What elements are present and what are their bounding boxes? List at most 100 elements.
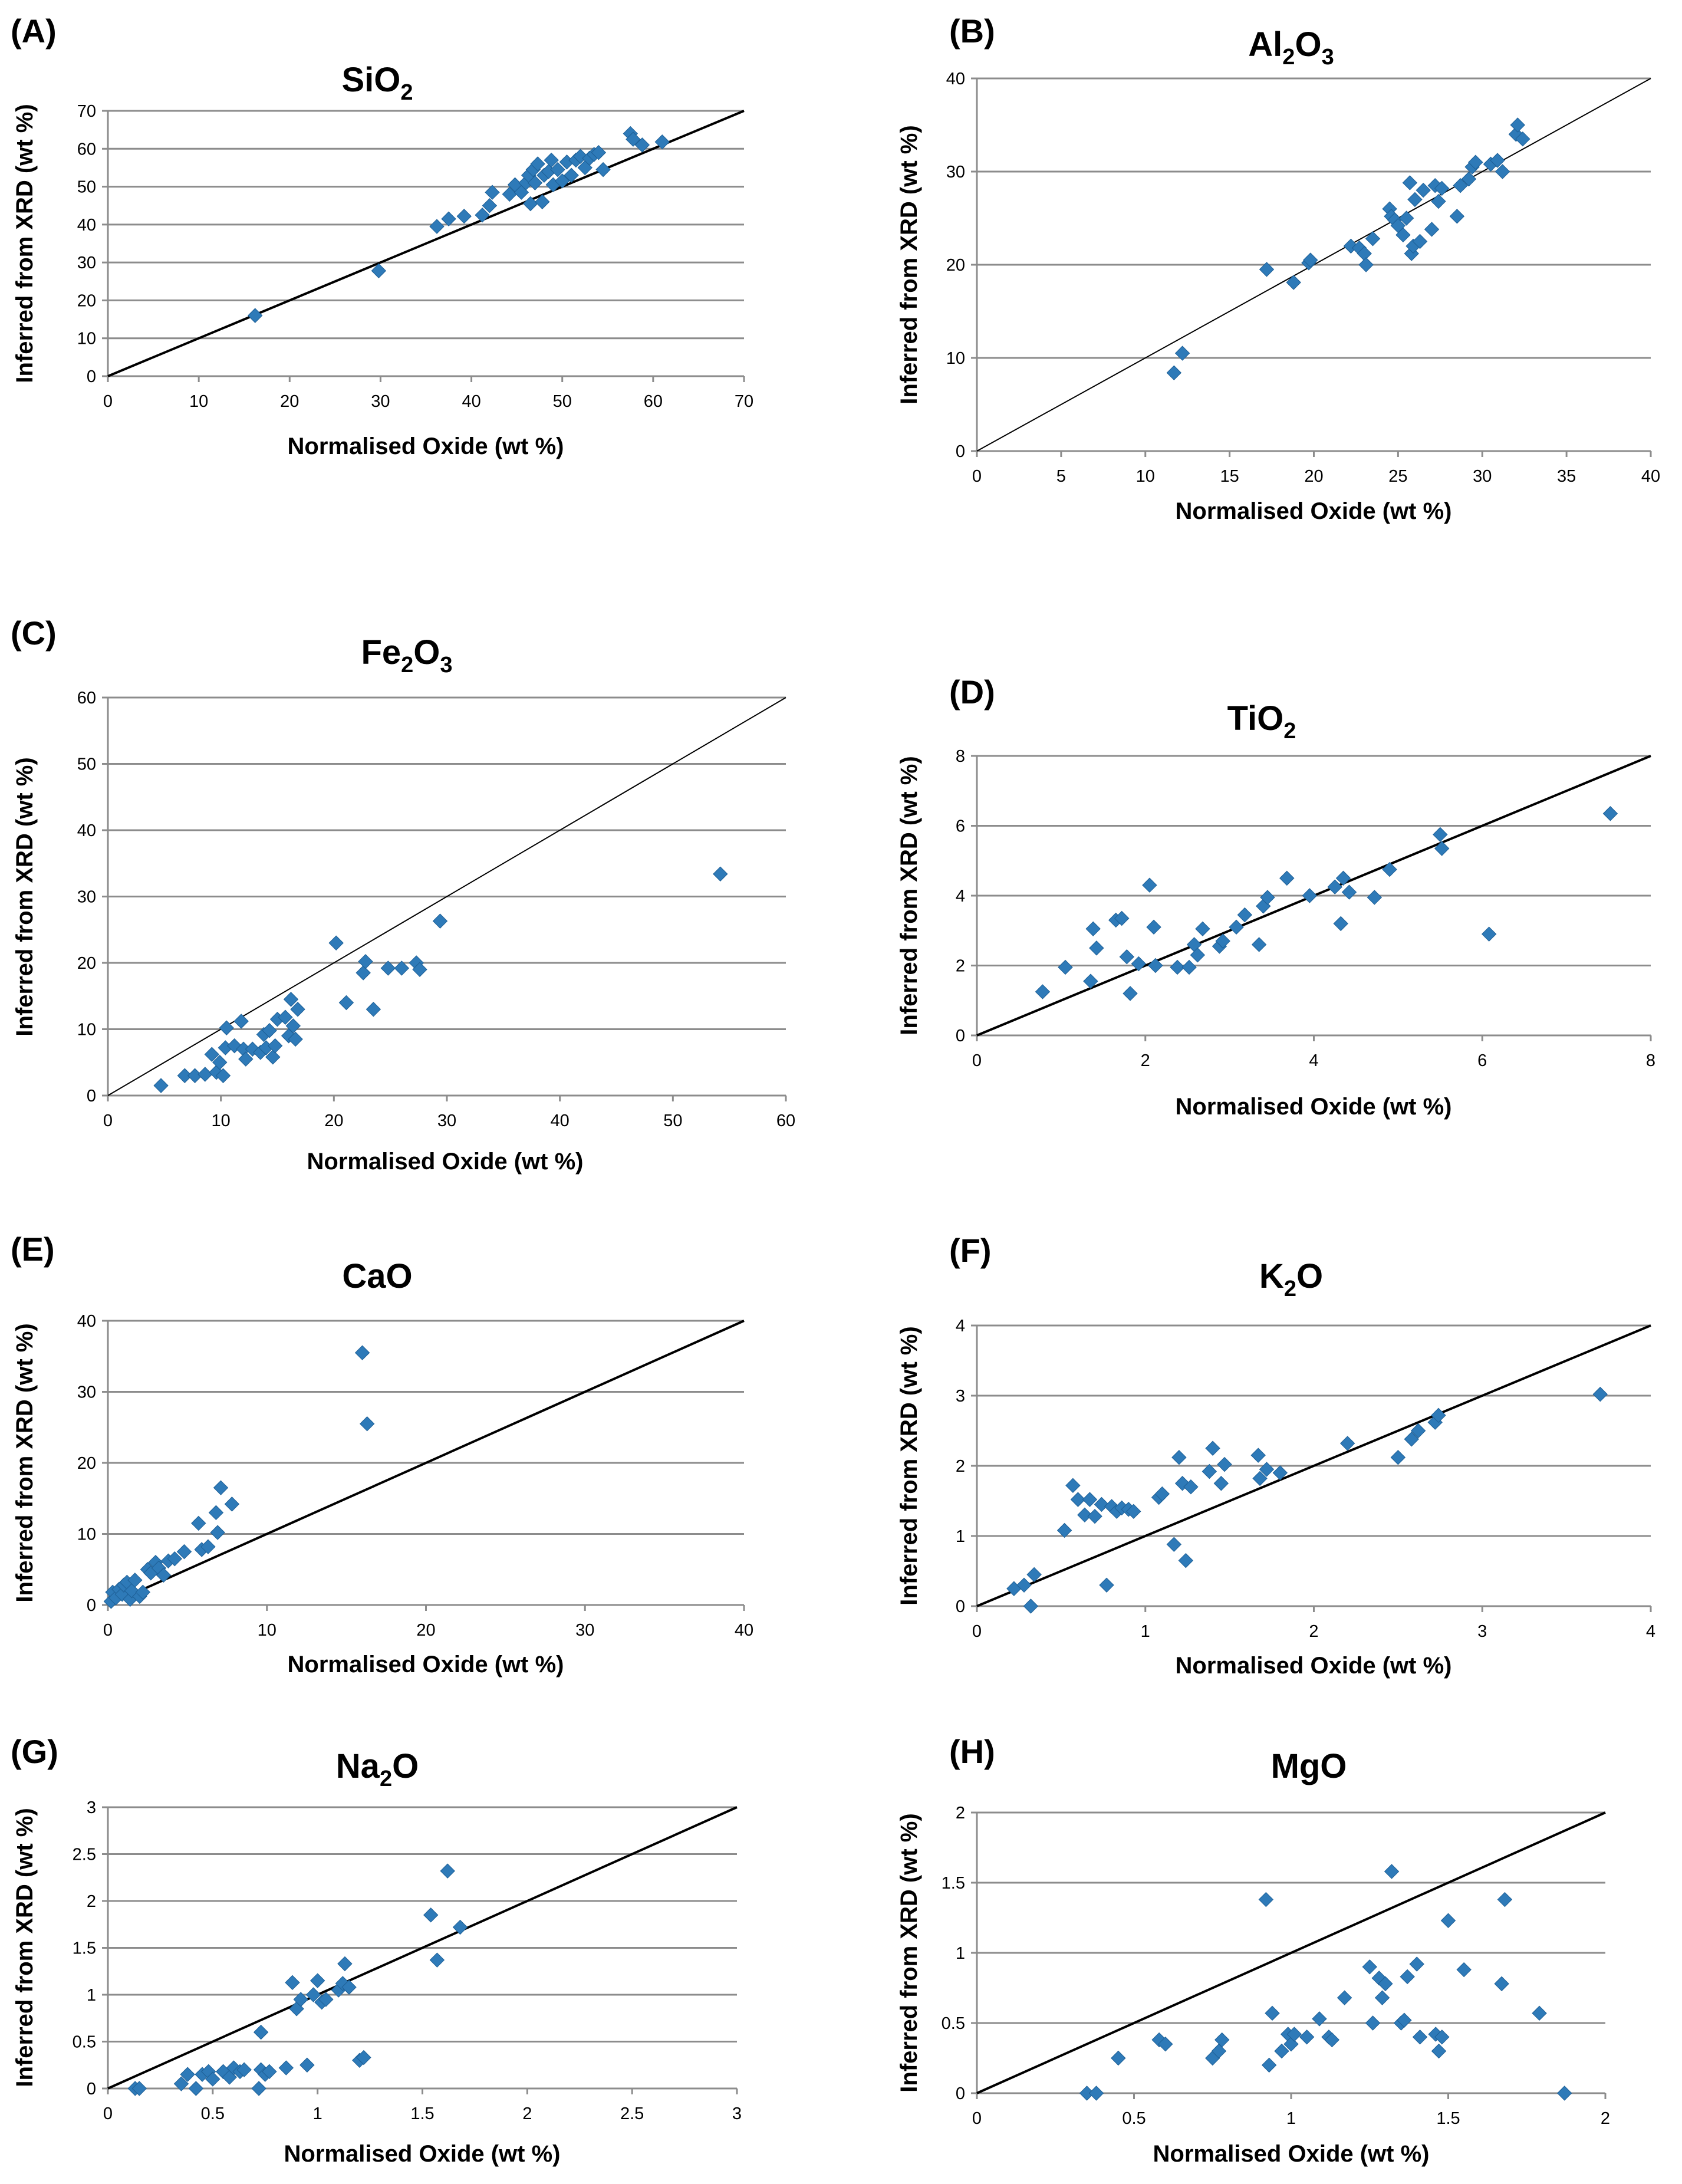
data-point — [173, 2076, 189, 2091]
chart-title-main: SiO — [341, 61, 400, 99]
data-point — [1404, 1432, 1419, 1447]
x-tick-label: 1.5 — [410, 2104, 434, 2123]
data-point — [544, 152, 559, 168]
data-point — [1461, 171, 1477, 187]
data-point — [288, 1031, 303, 1047]
data-point — [1190, 948, 1206, 963]
data-point — [1495, 164, 1510, 179]
data-point — [281, 1028, 297, 1044]
data-point — [1166, 1537, 1182, 1552]
data-point — [1058, 959, 1073, 975]
data-point — [1119, 949, 1135, 965]
y-tick-label: 0.5 — [942, 2014, 965, 2033]
data-point — [1070, 1492, 1086, 1507]
y-tick-label: 1 — [956, 1944, 965, 1963]
data-point — [1083, 973, 1098, 989]
y-tick-label: 20 — [77, 291, 96, 310]
data-point — [278, 2060, 294, 2076]
y-tick-label: 2.5 — [73, 1846, 96, 1864]
data-point — [238, 1051, 254, 1067]
x-tick-label: 40 — [462, 392, 480, 411]
data-point — [1337, 1990, 1352, 2005]
x-tick-label: 0 — [972, 1051, 982, 1070]
data-point — [1367, 890, 1383, 905]
data-point — [1431, 2043, 1447, 2059]
data-point — [1272, 1465, 1288, 1481]
x-axis-label: Normalised Oxide (wt %) — [288, 433, 564, 459]
x-axis-label: Normalised Oxide (wt %) — [284, 2141, 561, 2167]
y-tick-label: 1.5 — [942, 1874, 965, 1893]
data-point — [1303, 252, 1318, 268]
y-tick-label: 8 — [956, 747, 965, 766]
data-point — [550, 162, 565, 177]
x-tick-label: 8 — [1646, 1051, 1655, 1070]
data-point — [1026, 1567, 1042, 1583]
data-point — [555, 173, 570, 189]
y-tick-label: 70 — [77, 102, 96, 121]
y-tick-label: 40 — [77, 1312, 96, 1331]
data-point — [1265, 2005, 1280, 2021]
data-point — [224, 1496, 240, 1512]
y-tick-label: 1.5 — [73, 1939, 96, 1958]
data-point — [1497, 1892, 1513, 1907]
x-axis-label: Normalised Oxide (wt %) — [1176, 1094, 1452, 1120]
data-point — [253, 2024, 269, 2040]
data-point — [222, 2070, 237, 2085]
x-tick-label: 3 — [1477, 1622, 1487, 1641]
chart-title: Al2O3 — [1248, 25, 1334, 70]
data-point — [452, 1919, 468, 1935]
x-tick-label: 0 — [103, 1621, 113, 1640]
x-tick-label: 40 — [551, 1111, 570, 1130]
data-point — [318, 1992, 334, 2007]
data-point — [1229, 919, 1244, 935]
y-tick-label: 0 — [87, 2080, 96, 2099]
x-tick-label: 10 — [212, 1111, 231, 1130]
data-point — [1302, 888, 1318, 903]
data-point — [1312, 2011, 1327, 2027]
data-point — [1410, 1423, 1426, 1439]
data-point — [595, 162, 611, 177]
data-point — [219, 1020, 234, 1035]
data-point — [1217, 1456, 1232, 1472]
chart-title: Fe2O3 — [361, 633, 452, 677]
data-point — [1327, 879, 1342, 894]
y-tick-label: 30 — [77, 888, 96, 907]
panel-letter: (E) — [11, 1231, 55, 1268]
data-point — [440, 1863, 455, 1879]
data-point — [371, 263, 387, 278]
data-point — [299, 2057, 315, 2073]
y-tick-label: 6 — [956, 817, 965, 836]
data-point — [1515, 131, 1530, 147]
data-point — [1142, 877, 1157, 893]
chart-title: SiO2 — [341, 61, 413, 105]
data-point — [1123, 986, 1138, 1001]
data-point — [1171, 1450, 1187, 1465]
data-point — [356, 965, 371, 981]
data-point — [1510, 117, 1525, 133]
data-point — [285, 1018, 301, 1034]
data-point — [1126, 1504, 1141, 1519]
y-tick-label: 40 — [946, 70, 965, 88]
chart-title-subscript: 2 — [400, 80, 413, 105]
y-tick-label: 30 — [77, 254, 96, 272]
data-point — [1250, 1448, 1266, 1463]
y-tick-label: 0 — [956, 1027, 965, 1045]
data-point — [1279, 870, 1295, 886]
data-point — [475, 208, 490, 223]
data-point — [1384, 1864, 1400, 1879]
data-point — [251, 2081, 266, 2096]
x-tick-label: 20 — [1304, 467, 1323, 486]
data-point — [1358, 257, 1374, 272]
data-point — [290, 1002, 305, 1017]
data-point — [502, 186, 518, 202]
x-tick-label: 40 — [735, 1621, 753, 1640]
data-point — [564, 167, 579, 183]
data-point — [1065, 1478, 1081, 1494]
x-tick-label: 1 — [1141, 1622, 1150, 1641]
data-point — [485, 185, 500, 200]
x-tick-label: 50 — [663, 1111, 682, 1130]
x-tick-label: 20 — [416, 1621, 435, 1640]
data-point — [1089, 940, 1104, 956]
data-point — [1258, 1892, 1274, 1907]
